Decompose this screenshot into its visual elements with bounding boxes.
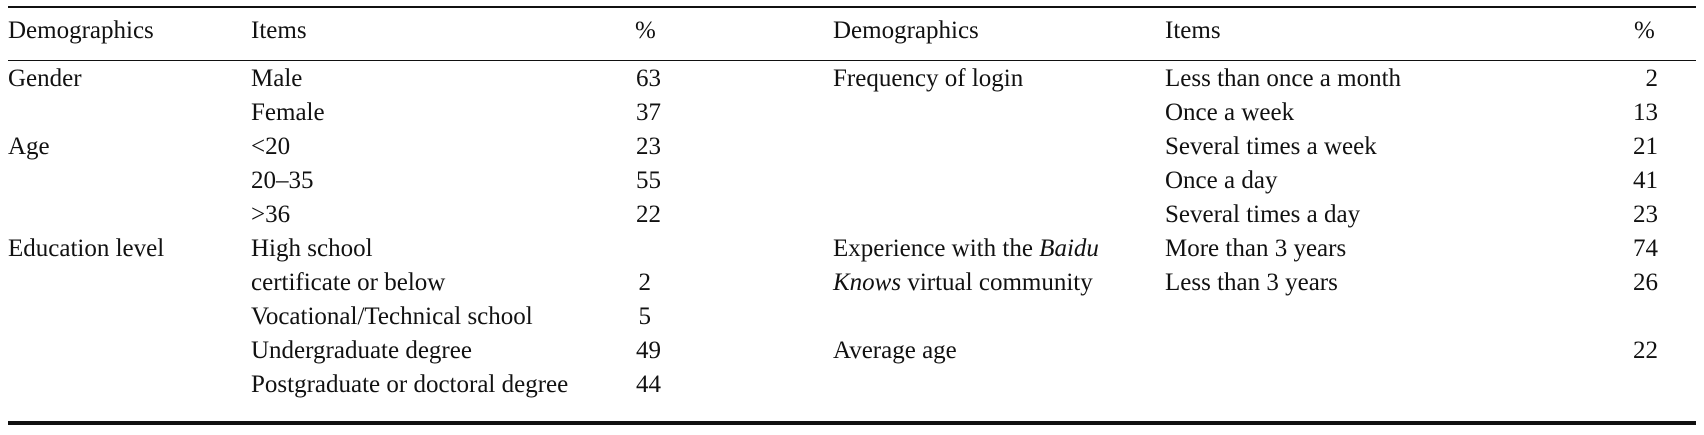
experience-baidu: Baidu: [1039, 235, 1099, 262]
item-high-school: High school: [251, 235, 373, 262]
demographic-experience-line1: Experience with the Baidu: [833, 232, 1099, 266]
pct-female: 37: [636, 99, 661, 126]
pct-more-than-3-years: 74: [1633, 235, 1658, 262]
item-several-times-day: Several times a day: [1165, 201, 1361, 228]
pct-several-times-week: 21: [1633, 133, 1658, 160]
header-right-items: Items: [1165, 17, 1221, 44]
pct-male: 63: [636, 65, 661, 92]
item-less-than-monthly: Less than once a month: [1165, 65, 1402, 92]
item-once-a-week: Once a week: [1165, 99, 1295, 126]
demographic-login-frequency: Frequency of login: [833, 65, 1024, 92]
item-male: Male: [251, 65, 303, 92]
experience-knows: Knows: [833, 269, 902, 296]
header-rule: [8, 60, 1696, 61]
item-female: Female: [251, 99, 325, 126]
pct-less-than-monthly: 2: [1645, 65, 1659, 92]
item-age-over-36: >36: [251, 201, 291, 228]
demographic-experience-line2: Knows virtual community: [833, 266, 1093, 300]
header-right-pct: %: [1634, 17, 1655, 44]
experience-prefix: Experience with the: [833, 235, 1040, 262]
pct-postgraduate: 44: [636, 371, 661, 398]
top-rule: [8, 6, 1696, 8]
item-age-20-35: 20–35: [251, 167, 314, 194]
header-left-items: Items: [251, 17, 307, 44]
pct-certificate: 2: [638, 269, 652, 296]
experience-suffix: virtual community: [901, 269, 1093, 296]
demographic-average-age: Average age: [833, 337, 957, 364]
pct-age-under-20: 23: [636, 133, 661, 160]
pct-vocational: 5: [638, 303, 652, 330]
bottom-rule: [8, 421, 1696, 425]
demographic-education: Education level: [8, 235, 165, 262]
demographic-gender: Gender: [8, 65, 82, 92]
pct-age-20-35: 55: [636, 167, 661, 194]
pct-once-a-week: 13: [1633, 99, 1658, 126]
item-undergraduate: Undergraduate degree: [251, 337, 472, 364]
item-once-a-day: Once a day: [1165, 167, 1278, 194]
item-several-times-week: Several times a week: [1165, 133, 1377, 160]
item-less-than-3-years: Less than 3 years: [1165, 269, 1338, 296]
item-age-under-20: <20: [251, 133, 291, 160]
pct-several-times-day: 23: [1633, 201, 1658, 228]
item-postgraduate: Postgraduate or doctoral degree: [251, 371, 569, 398]
item-certificate: certificate or below: [251, 269, 446, 296]
header-left-pct: %: [635, 17, 656, 44]
pct-less-than-3-years: 26: [1633, 269, 1658, 296]
header-right-demographics: Demographics: [833, 17, 979, 44]
pct-undergraduate: 49: [636, 337, 661, 364]
pct-once-a-day: 41: [1633, 167, 1658, 194]
pct-age-over-36: 22: [636, 201, 661, 228]
demographic-age: Age: [8, 133, 50, 160]
item-more-than-3-years: More than 3 years: [1165, 235, 1347, 262]
header-left-demographics: Demographics: [8, 17, 154, 44]
item-vocational: Vocational/Technical school: [251, 303, 533, 330]
pct-average-age: 22: [1633, 337, 1658, 364]
